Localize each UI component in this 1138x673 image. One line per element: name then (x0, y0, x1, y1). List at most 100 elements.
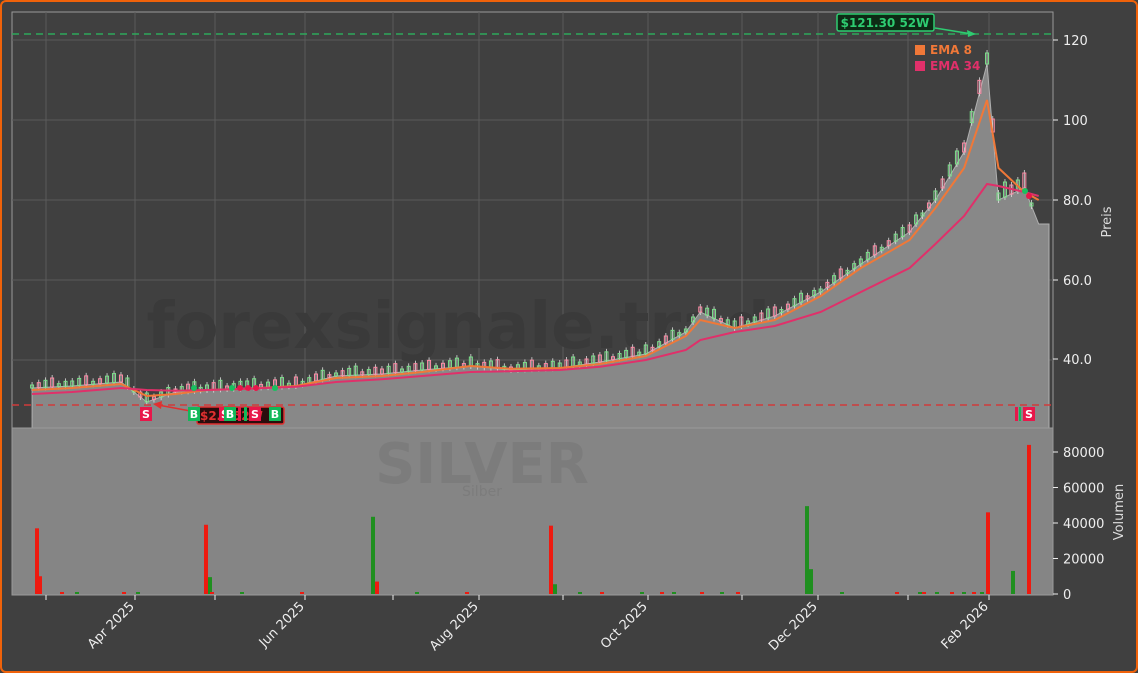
signal-marker (1019, 407, 1021, 421)
volume-axis-title: Volumen (1112, 484, 1127, 541)
x-tick-label: Dec 2025 (766, 599, 821, 654)
signal-badge (269, 407, 281, 421)
candle-body (852, 263, 857, 270)
candle-body (698, 306, 703, 313)
candle-body (112, 373, 117, 384)
candle-body (759, 312, 764, 321)
volume-bar (935, 592, 939, 594)
candle-body (604, 351, 609, 362)
price-axis-title: Preis (1100, 206, 1115, 237)
candle-body (812, 289, 817, 296)
legend: EMA 8 EMA 34 (915, 43, 980, 73)
legend-label: EMA 34 (930, 59, 980, 73)
signal-label: S (251, 408, 259, 421)
signal-dot (237, 385, 243, 391)
candle-body (30, 384, 35, 389)
signal-label: B (226, 408, 234, 421)
signal-badge (188, 407, 200, 421)
volume-bar (35, 528, 39, 594)
candle-body (413, 363, 418, 372)
candle-body (611, 356, 616, 361)
volume-bar (972, 592, 976, 594)
candle-body (985, 52, 990, 65)
candle-body (347, 367, 352, 376)
candle-body (373, 366, 378, 375)
candle-body (670, 329, 675, 340)
x-tick-label: Oct 2025 (598, 599, 651, 652)
y-tick-label: 20000 (1063, 553, 1104, 568)
y-tick-label: 0 (1063, 588, 1071, 603)
high-52w-arrow (934, 27, 973, 35)
candle-body (515, 364, 520, 371)
candle-body (353, 365, 358, 376)
signal-marker (1015, 407, 1018, 421)
candle-body (907, 224, 912, 233)
candle-body (920, 212, 925, 217)
volume-bar (922, 592, 926, 594)
candle-body (805, 295, 810, 300)
legend-swatch (915, 61, 925, 71)
signal-marker (244, 407, 247, 421)
candle-body (320, 369, 325, 380)
candle-body (1022, 172, 1027, 189)
signal-dot (1022, 188, 1028, 194)
candle-body (865, 251, 870, 260)
volume-bar (122, 592, 126, 594)
volume-bar (1027, 444, 1031, 594)
candle-body (1029, 202, 1034, 207)
candle-body (98, 378, 103, 385)
symbol-watermark-text: SILVER (375, 432, 589, 497)
ema-34-line (32, 182, 1039, 395)
candle-body (879, 246, 884, 251)
candle-body (772, 306, 777, 317)
candle-body (643, 344, 648, 355)
high-52w-arrowhead (967, 30, 976, 37)
candle-body (977, 79, 982, 94)
volume-bar (980, 592, 984, 594)
volume-bar (700, 592, 704, 594)
candle-body (746, 320, 751, 325)
volume-bar (210, 592, 214, 594)
signal-label: B (271, 408, 279, 421)
volume-bars (35, 444, 1031, 594)
signal-badge (224, 407, 236, 421)
candle-body (440, 362, 445, 369)
candle-body (818, 288, 823, 293)
x-tick-label: Apr 2025 (85, 599, 138, 652)
volume-bar (809, 569, 813, 594)
candle-body (766, 308, 771, 319)
volume-bar (600, 592, 604, 594)
candle-body (872, 245, 877, 256)
candle-body (340, 370, 345, 377)
volume-bar (578, 592, 582, 594)
candle-body (779, 309, 784, 314)
y-tick-label: 60000 (1063, 482, 1104, 497)
high-52w-label-box (836, 13, 935, 32)
candle-body (427, 359, 432, 370)
candle-body (77, 377, 82, 386)
volume-bar (736, 592, 740, 594)
candle-body (386, 365, 391, 374)
candle-body (962, 142, 967, 153)
y-tick-label: 80000 (1063, 446, 1104, 461)
trade-signals: SBSBSBS (140, 188, 1035, 421)
signal-label: S (142, 408, 150, 421)
volume-bar (840, 592, 844, 594)
candle-body (591, 355, 596, 364)
ema-8-line (32, 99, 1040, 398)
candle-body (900, 227, 905, 238)
candle-body (366, 369, 371, 376)
signal-dot (229, 385, 235, 391)
signal-label: B (190, 408, 198, 421)
candle-body (691, 316, 696, 323)
volume-bar (805, 506, 809, 594)
candle-body (624, 349, 629, 358)
volume-bar (895, 592, 899, 594)
candle-body (617, 353, 622, 360)
volume-bar (371, 516, 375, 594)
candle-body (799, 292, 804, 303)
candle-body (933, 190, 938, 201)
y-tick-label: 40000 (1063, 517, 1104, 532)
candle-body (406, 365, 411, 372)
